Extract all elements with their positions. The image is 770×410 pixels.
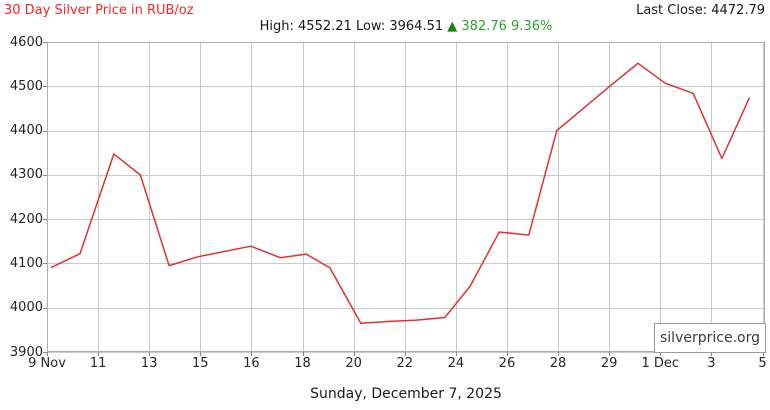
x-tick-label: 20 bbox=[345, 356, 362, 371]
y-tick-label: 4000 bbox=[9, 300, 43, 316]
x-tick-label: 9 Nov bbox=[28, 356, 66, 371]
x-tick-label: 16 bbox=[243, 356, 260, 371]
watermark-silverprice: silverprice.org bbox=[654, 323, 766, 353]
current-date-label: Sunday, December 7, 2025 bbox=[310, 386, 502, 402]
low-label: Low: bbox=[355, 19, 386, 34]
last-close-readout: Last Close: 4472.79 bbox=[636, 3, 765, 18]
plot-border bbox=[47, 42, 765, 352]
change-value: 382.76 bbox=[461, 19, 507, 34]
x-tick-label: 11 bbox=[89, 356, 107, 371]
x-tick-label: 22 bbox=[396, 356, 414, 371]
x-tick-label: 28 bbox=[549, 356, 567, 371]
high-value: 4552.21 bbox=[298, 19, 352, 34]
x-tick-label: 15 bbox=[192, 356, 209, 371]
y-tick-label: 4300 bbox=[9, 167, 43, 183]
last-close-value: 4472.79 bbox=[711, 3, 765, 18]
y-tick-label: 4400 bbox=[9, 123, 43, 139]
y-tick-label: 4500 bbox=[9, 78, 43, 94]
x-tick-label: 5 bbox=[758, 356, 767, 371]
y-tick-label: 4600 bbox=[9, 34, 43, 50]
y-tick-label: 4100 bbox=[9, 255, 43, 271]
price-line bbox=[50, 62, 750, 324]
plot-area bbox=[43, 42, 765, 356]
x-tick-label: 18 bbox=[294, 356, 311, 371]
high-low-change-readout: High: 4552.21 Low: 3964.51 ▲ 382.76 9.36… bbox=[47, 19, 765, 34]
chart-title: 30 Day Silver Price in RUB/oz bbox=[4, 3, 194, 18]
change-percent: 9.36% bbox=[511, 19, 553, 34]
x-tick-label: 13 bbox=[140, 356, 158, 371]
y-tick-label: 3900 bbox=[9, 344, 43, 360]
price-line-chart bbox=[43, 42, 765, 356]
x-tick-label: 24 bbox=[447, 356, 465, 371]
x-tick-label: 29 bbox=[600, 356, 618, 371]
x-tick-label: 26 bbox=[498, 356, 516, 371]
y-tick-label: 4200 bbox=[9, 211, 43, 227]
up-arrow-icon: ▲ bbox=[447, 19, 458, 34]
last-close-label: Last Close: bbox=[636, 3, 708, 18]
low-value: 3964.51 bbox=[389, 19, 444, 34]
x-tick-label: 3 bbox=[707, 356, 716, 371]
x-tick-label: 1 Dec bbox=[641, 356, 680, 371]
high-label: High: bbox=[259, 19, 294, 34]
